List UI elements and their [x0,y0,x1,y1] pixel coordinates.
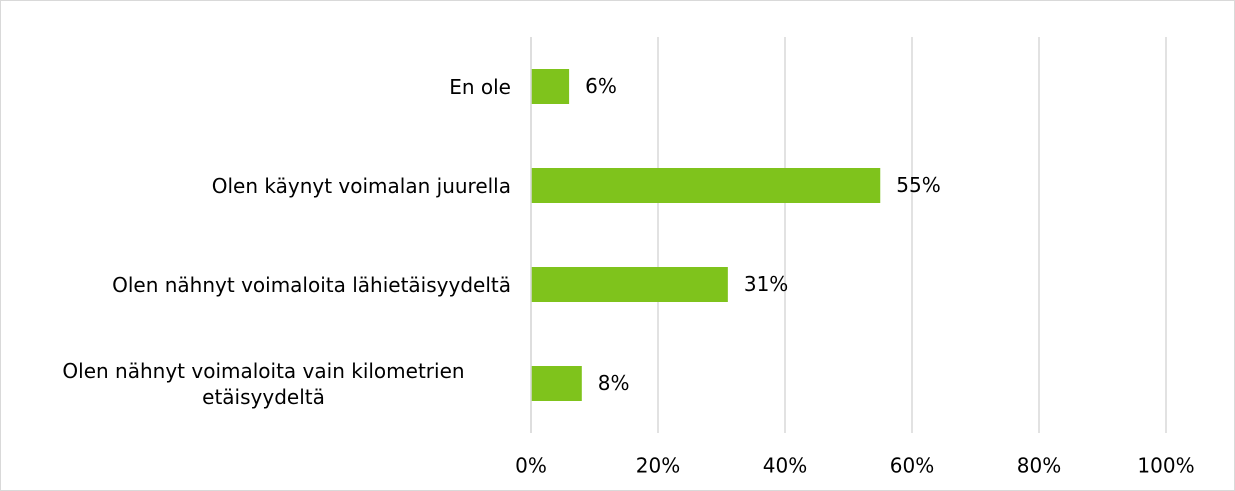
bar [531,267,728,302]
x-tick-label: 0% [515,454,547,478]
x-tick-label: 60% [890,454,934,478]
data-label: 31% [744,272,788,296]
y-tick-label: Olen nähnyt voimaloita vain kilometrien … [62,358,465,409]
data-label: 55% [896,173,940,197]
y-tick-label-box: Olen nähnyt voimaloita vain kilometrien … [1,344,511,424]
data-label: 8% [598,371,630,395]
y-tick-label: Olen nähnyt voimaloita lähietäisyydeltä [112,272,511,297]
x-tick-label: 40% [763,454,807,478]
y-tick-label-box: Olen käynyt voimalan juurella [1,146,511,226]
bar [531,366,582,401]
y-tick-label-box: En ole [1,47,511,127]
x-tick-label: 20% [636,454,680,478]
data-label: 6% [585,74,617,98]
y-tick-label-box: Olen nähnyt voimaloita lähietäisyydeltä [1,245,511,325]
y-tick-label: En ole [449,74,511,99]
y-tick-label: Olen käynyt voimalan juurella [211,173,511,198]
x-tick-label: 100% [1137,454,1194,478]
bar [531,69,570,104]
bar [531,168,881,203]
x-tick-label: 80% [1017,454,1061,478]
